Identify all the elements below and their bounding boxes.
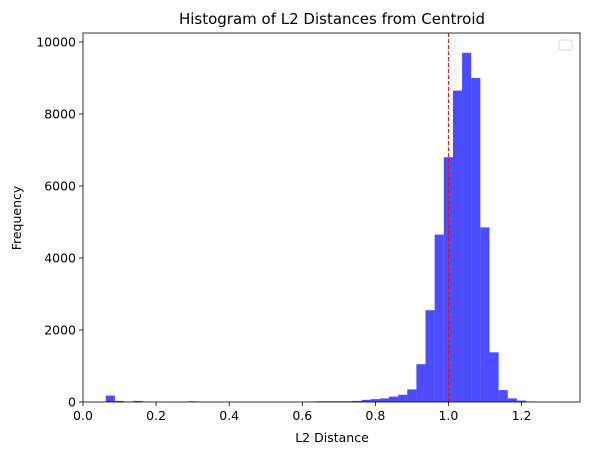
plot-area-frame (82, 32, 581, 403)
x-tick-label: 0.6 (292, 408, 312, 423)
y-tick-label: 10000 (36, 35, 76, 50)
x-tick-label: 0.2 (146, 408, 166, 423)
histogram-bar (379, 398, 389, 402)
histogram-bar (361, 399, 371, 402)
histogram-bar (452, 90, 463, 402)
x-tick-label: 1.0 (438, 408, 458, 423)
histogram-bar (462, 52, 472, 403)
y-tick-label: 8000 (44, 107, 76, 122)
histogram-bar (114, 400, 125, 402)
histogram-bar (105, 395, 115, 402)
histogram-bar (489, 352, 499, 402)
x-tick-label: 0.4 (219, 408, 239, 423)
histogram-bar (498, 390, 508, 402)
x-tick-label: 1.2 (512, 408, 532, 423)
y-tick-label: 0 (68, 395, 76, 410)
x-tick-label: 0.8 (365, 408, 385, 423)
histogram-bar (388, 396, 399, 402)
histogram-bar (407, 389, 417, 402)
histogram-bar (398, 394, 408, 402)
x-axis-label: L2 Distance (295, 430, 369, 445)
histogram-bar (352, 400, 362, 402)
histogram-bar (425, 310, 435, 402)
y-axis-label: Frequency (9, 185, 24, 250)
y-tick-label: 2000 (44, 323, 76, 338)
x-tick-label: 0.0 (73, 408, 93, 423)
histogram-bar (370, 399, 380, 402)
x-axis-ticks: 0.0 0.2 0.4 0.6 0.8 1.0 1.2 (73, 402, 531, 423)
histogram-bar (434, 234, 444, 402)
legend-box (558, 39, 573, 51)
chart-title: Histogram of L2 Distances from Centroid (179, 10, 485, 28)
y-axis-ticks: 0 2000 4000 6000 8000 10000 (36, 35, 83, 410)
histogram-bar (416, 364, 426, 402)
histogram-bar (480, 227, 490, 402)
histogram-bar (471, 78, 481, 402)
y-tick-label: 4000 (44, 251, 76, 266)
histogram-bar (507, 398, 517, 402)
histogram-bar (516, 400, 527, 402)
histogram-bar (133, 400, 143, 402)
y-tick-label: 6000 (44, 179, 76, 194)
